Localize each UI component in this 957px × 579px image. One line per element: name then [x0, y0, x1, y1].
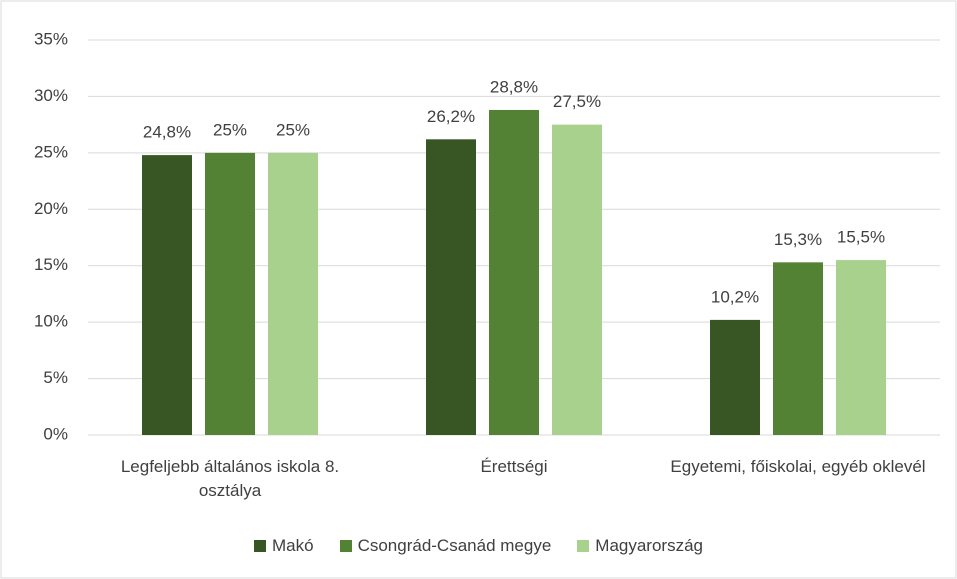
legend-swatch [253, 540, 266, 552]
legend-label: Csongrád-Csanád megye [357, 536, 552, 555]
y-tick-label: 15% [34, 255, 68, 274]
data-label: 25% [213, 120, 247, 139]
y-tick-label: 5% [43, 368, 68, 387]
data-label: 15,3% [774, 230, 822, 249]
legend-swatch [339, 540, 352, 552]
legend-item: Csongrád-Csanád megye [339, 536, 552, 556]
x-tick-label: Érettségi [480, 457, 548, 476]
bar [489, 109, 539, 435]
legend-item: Magyarország [577, 536, 703, 556]
data-label: 28,8% [490, 77, 538, 96]
x-tick-label: Egyetemi, főiskolai, egyéb oklevél [670, 457, 926, 476]
bar [773, 262, 823, 435]
bar [205, 152, 255, 435]
legend-swatch [577, 540, 590, 552]
y-tick-label: 0% [43, 424, 68, 443]
legend: Makó Csongrád-Csanád megye Magyarország [0, 536, 957, 556]
data-label: 26,2% [427, 107, 475, 126]
data-label: 15,5% [837, 228, 885, 247]
data-label: 24,8% [143, 123, 191, 142]
data-label: 10,2% [711, 287, 759, 306]
y-tick-label: 25% [34, 142, 68, 161]
x-tick-label: Legfeljebb általános iskola 8. osztálya [120, 457, 340, 500]
legend-label: Magyarország [595, 536, 703, 555]
bar [710, 319, 760, 435]
data-label: 27,5% [553, 92, 601, 111]
data-label: 25% [276, 120, 310, 139]
y-tick-label: 35% [34, 29, 68, 48]
y-tick-label: 30% [34, 86, 68, 105]
bar [268, 152, 318, 435]
bar [836, 260, 886, 435]
y-tick-label: 20% [34, 199, 68, 218]
bar [552, 124, 602, 436]
bar [426, 139, 476, 436]
y-tick-label: 10% [34, 312, 68, 331]
legend-label: Makó [271, 536, 314, 555]
bar [142, 155, 192, 435]
legend-item: Makó [253, 536, 314, 556]
